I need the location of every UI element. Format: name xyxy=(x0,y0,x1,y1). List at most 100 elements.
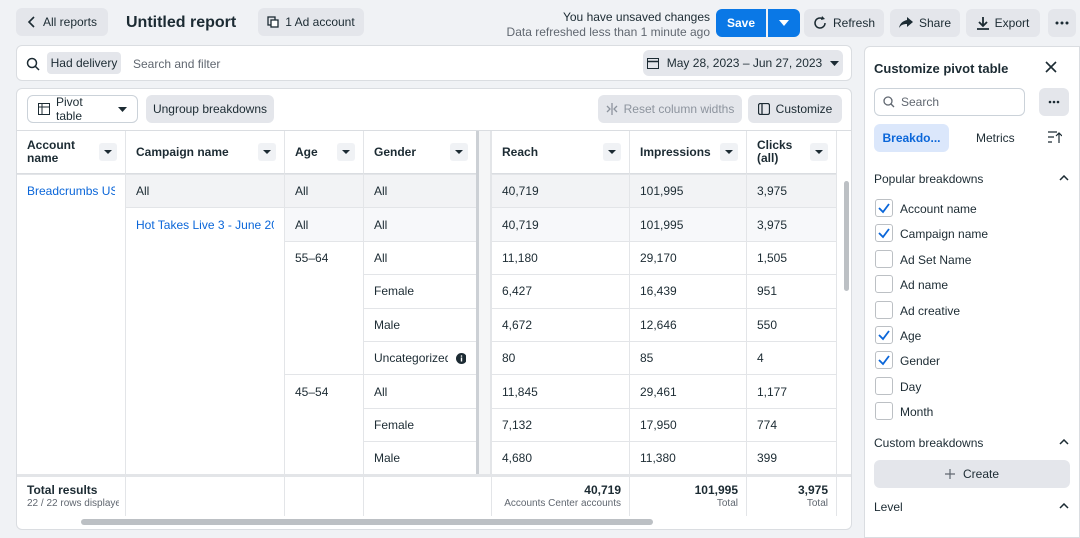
breakdown-item[interactable]: Ad name xyxy=(865,273,1080,295)
collapse-icon[interactable] xyxy=(1059,503,1069,509)
column-header[interactable]: Gender xyxy=(363,131,476,174)
cell-text: 11,845 xyxy=(502,384,538,399)
checkbox[interactable] xyxy=(875,300,893,319)
cell-text: All xyxy=(374,250,388,265)
checkbox[interactable] xyxy=(875,275,893,294)
date-picker[interactable]: May 28, 2023 – Jun 27, 2023 xyxy=(643,50,843,76)
table-cell xyxy=(17,407,125,442)
table-cell: Uncategorized xyxy=(363,341,476,375)
close-button[interactable] xyxy=(1045,61,1057,73)
breakdown-item[interactable]: Ad creative xyxy=(865,299,1080,321)
table-cell: All xyxy=(284,207,363,241)
cell-text[interactable]: Hot Takes Live 3 - June 20... xyxy=(136,217,274,232)
collapse-icon[interactable] xyxy=(1059,439,1069,445)
column-menu xyxy=(337,143,355,161)
table-cell: 45–54 xyxy=(284,374,363,408)
search-placeholder: Search xyxy=(901,95,940,109)
cell-text: 4 xyxy=(757,351,764,366)
table-card: Pivot table Ungroup breakdowns Reset col… xyxy=(16,88,852,530)
date-label: May 28, 2023 – Jun 27, 2023 xyxy=(666,56,823,70)
total-cell xyxy=(363,476,476,517)
save-menu[interactable] xyxy=(768,9,800,37)
unsaved-text: You have unsaved changes xyxy=(562,10,710,24)
table-cell: 16,439 xyxy=(629,274,746,308)
checkbox[interactable] xyxy=(875,224,893,243)
cell-text[interactable]: Breadcrumbs US xyxy=(27,184,115,199)
plus-icon xyxy=(944,469,955,479)
breakdown-item[interactable]: Day xyxy=(865,375,1080,397)
total-cell: 40,719 Accounts Center accounts xyxy=(491,476,629,517)
ungroup-button[interactable]: Ungroup breakdowns xyxy=(146,95,274,123)
more-button[interactable] xyxy=(1048,9,1076,37)
table-cell xyxy=(17,274,125,308)
cell-text: 101,995 xyxy=(640,184,684,199)
report-title: Untitled report xyxy=(126,14,237,31)
column-header[interactable]: Age xyxy=(284,131,363,174)
breakdown-item[interactable]: Month xyxy=(865,400,1080,422)
column-menu xyxy=(810,143,828,161)
filter-chip[interactable]: Had delivery xyxy=(47,52,121,74)
table-cell: 40,719 xyxy=(491,207,629,241)
cell-text: All xyxy=(295,217,309,232)
column-header[interactable]: Account name xyxy=(17,131,125,174)
back-label: All reports xyxy=(42,15,98,29)
panel-more[interactable] xyxy=(1039,88,1069,116)
table-cell: All xyxy=(363,207,476,241)
table-cell: All xyxy=(284,174,363,208)
column-header[interactable]: Impressions xyxy=(629,131,746,174)
tab-metrics[interactable]: Metrics xyxy=(976,131,1015,145)
table-cell xyxy=(284,274,363,308)
pivot-icon xyxy=(38,103,50,115)
breakdown-item[interactable]: Age xyxy=(865,324,1080,346)
cell-text: 1,505 xyxy=(757,250,788,265)
export-button[interactable]: Export xyxy=(966,9,1040,37)
sort-icon[interactable] xyxy=(1048,131,1062,144)
table-cell: All xyxy=(125,174,284,208)
total-note: Accounts Center accounts xyxy=(504,498,621,510)
panel-search[interactable]: Search xyxy=(874,88,1025,116)
more-icon xyxy=(1048,100,1060,104)
table-cell xyxy=(125,407,284,442)
checkbox[interactable] xyxy=(875,376,893,395)
create-button[interactable]: Create xyxy=(874,460,1070,488)
checkbox[interactable] xyxy=(875,326,893,344)
tab-breakdowns[interactable]: Breakdo... xyxy=(874,124,949,152)
column-header[interactable]: Reach xyxy=(491,131,629,174)
share-button[interactable]: Share xyxy=(890,9,960,37)
collapse-icon[interactable] xyxy=(1059,175,1069,181)
vertical-scrollbar[interactable] xyxy=(844,181,849,291)
cell-text: Female xyxy=(374,284,415,299)
breakdown-item[interactable]: Campaign name xyxy=(865,222,1080,244)
cell-text: Male xyxy=(374,317,401,332)
column-header[interactable]: Campaign name xyxy=(125,131,284,174)
checkbox[interactable] xyxy=(875,351,893,370)
checkbox[interactable] xyxy=(875,199,893,217)
cell-text: 774 xyxy=(757,417,778,432)
cell-text: 12,646 xyxy=(640,317,677,332)
column-header[interactable]: Clicks (all) xyxy=(746,131,836,174)
cell-text: 6,427 xyxy=(502,284,533,299)
filter-input[interactable]: Search and filter xyxy=(133,57,221,71)
table-cell xyxy=(17,441,125,475)
table-cell: 951 xyxy=(746,274,836,308)
back-button[interactable]: All reports xyxy=(16,8,108,36)
checkbox[interactable] xyxy=(875,249,893,268)
table-cell: 101,995 xyxy=(629,207,746,241)
breakdown-item[interactable]: Account name xyxy=(865,197,1080,219)
table-cell xyxy=(17,307,125,341)
table-cell: 85 xyxy=(629,341,746,375)
refresh-button[interactable]: Refresh xyxy=(804,9,884,37)
account-button[interactable]: 1 Ad account xyxy=(258,8,364,36)
breakdown-item[interactable]: Ad Set Name xyxy=(865,248,1080,270)
breakdown-label: Gender xyxy=(900,354,941,369)
save-button[interactable]: Save xyxy=(716,9,766,37)
table-cell: All xyxy=(363,174,476,208)
checkbox[interactable] xyxy=(875,402,893,421)
table-cell: 80 xyxy=(491,341,629,375)
totals-title: Total results xyxy=(27,483,98,498)
horizontal-scrollbar[interactable] xyxy=(81,519,653,525)
calendar-icon xyxy=(646,58,659,69)
breakdown-item[interactable]: Gender xyxy=(865,349,1080,371)
customize-button[interactable]: Customize xyxy=(748,95,842,123)
pivot-button[interactable]: Pivot table xyxy=(27,95,138,123)
